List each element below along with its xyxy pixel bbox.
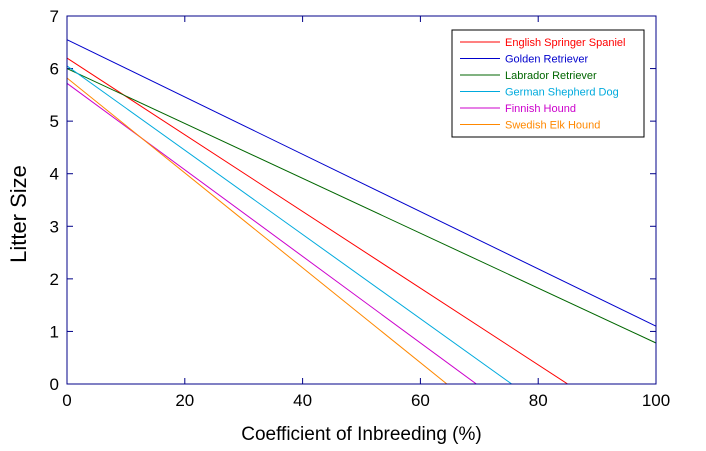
legend-label: German Shepherd Dog: [505, 87, 619, 99]
y-tick-label: 6: [50, 60, 59, 79]
legend-label: Finnish Hound: [505, 103, 576, 115]
series-lines: [66, 39, 657, 385]
y-tick-label: 3: [50, 217, 59, 236]
series-line: [66, 65, 512, 385]
legend-label: Labrador Retriever: [505, 70, 597, 82]
x-axis-title: Coefficient of Inbreeding (%): [241, 424, 481, 445]
y-tick-label: 2: [50, 270, 59, 289]
x-tick-label: 0: [62, 391, 71, 410]
tick-labels: 0 20 40 60 80 100 0 1 2 3 4 5 6 7: [50, 7, 671, 410]
y-tick-label: 1: [50, 322, 59, 341]
y-tick-label: 0: [50, 375, 59, 394]
plot-frame: [66, 15, 657, 385]
series-line: [66, 82, 477, 385]
y-axis-title: Litter Size: [6, 165, 31, 263]
series-line: [66, 77, 448, 385]
legend: English Springer Spaniel Golden Retriever…: [451, 29, 645, 138]
y-tick-label: 7: [50, 7, 59, 26]
legend-label: Swedish Elk Hound: [505, 120, 600, 132]
x-tick-label: 80: [529, 391, 548, 410]
series-line: [66, 39, 657, 327]
y-tick-label: 5: [50, 112, 59, 131]
series-line: [66, 57, 568, 385]
x-tick-label: 20: [175, 391, 194, 410]
series-line: [66, 68, 657, 344]
x-tick-label: 40: [293, 391, 312, 410]
x-tick-label: 60: [411, 391, 430, 410]
legend-label: Golden Retriever: [505, 54, 588, 66]
legend-box: [451, 29, 645, 138]
x-tick-label: 100: [642, 391, 670, 410]
y-tick-label: 4: [50, 165, 59, 184]
legend-label: English Springer Spaniel: [505, 37, 625, 49]
